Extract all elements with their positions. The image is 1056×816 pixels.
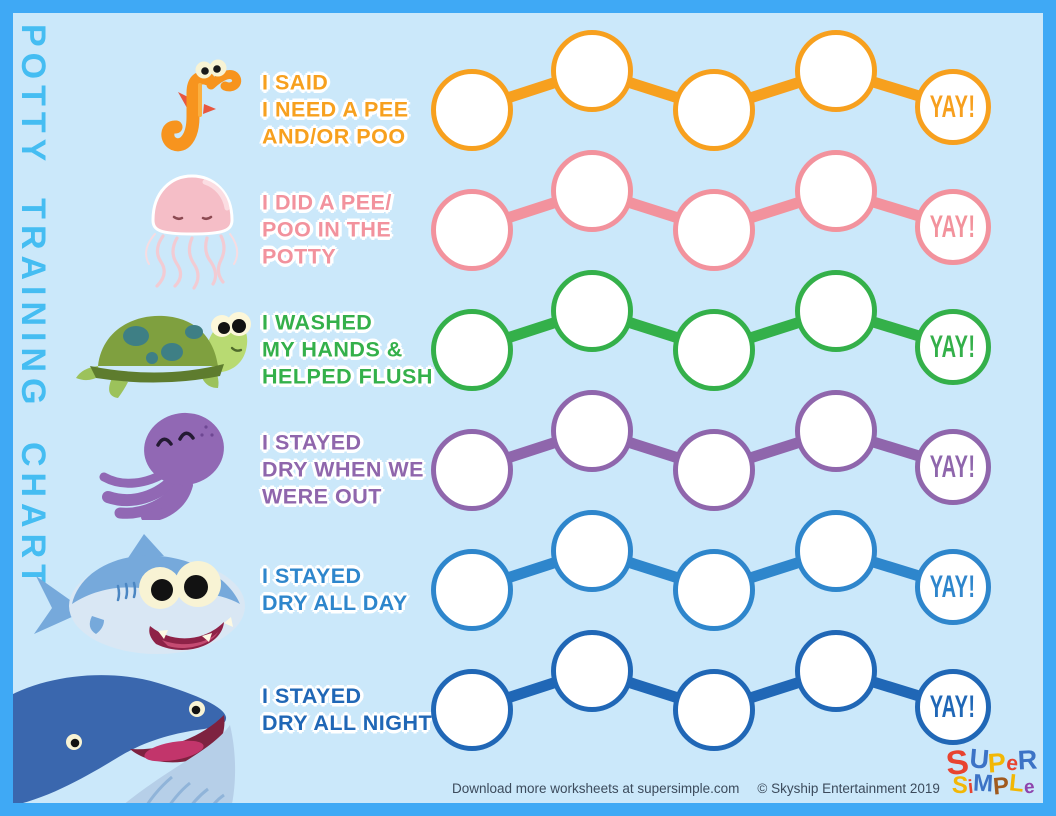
logo-letter: e xyxy=(1023,776,1036,799)
turtle-illustration xyxy=(72,300,252,405)
sticker-circle xyxy=(795,390,877,472)
task-line: I STAYED xyxy=(262,564,362,588)
footer: Download more worksheets at supersimple.… xyxy=(452,781,940,796)
sticker-chain: YAY! xyxy=(420,510,1040,640)
sticker-circle xyxy=(795,270,877,352)
sticker-circle xyxy=(795,510,877,592)
sticker-circle xyxy=(551,270,633,352)
task-line: I WASHED xyxy=(262,310,373,335)
task-label: I STAYED DRY WHEN WE WERE OUT xyxy=(262,430,424,511)
task-line: WERE OUT xyxy=(262,484,382,509)
sticker-circle xyxy=(431,669,513,751)
task-label: I WASHED MY HANDS & HELPED FLUSH xyxy=(262,310,433,391)
sticker-circle xyxy=(795,630,877,712)
task-line: POTTY xyxy=(262,244,337,269)
footer-copyright-text: © Skyship Entertainment 2019 xyxy=(757,781,940,796)
yay-label: YAY! xyxy=(930,568,976,604)
shark-illustration xyxy=(32,532,252,658)
sticker-circle xyxy=(431,549,513,631)
yay-label: YAY! xyxy=(930,688,976,724)
task-label: I SAID I NEED A PEE AND/OR POO xyxy=(262,70,409,151)
yay-circle: YAY! xyxy=(915,189,991,265)
super-simple-logo: SUPeR SiMPLe xyxy=(944,743,1056,801)
whale-illustration xyxy=(0,645,253,816)
sticker-circle xyxy=(551,30,633,112)
footer-download-text: Download more worksheets at supersimple.… xyxy=(452,781,740,796)
sticker-circle xyxy=(551,150,633,232)
sticker-circle xyxy=(431,189,513,271)
yay-circle: YAY! xyxy=(915,429,991,505)
task-line: DRY ALL NIGHT xyxy=(262,711,433,735)
logo-word-simple: SiMPLe xyxy=(951,769,1036,800)
sticker-chain: YAY! xyxy=(420,390,1040,520)
sticker-circle xyxy=(673,189,755,271)
sticker-circle xyxy=(431,429,513,511)
task-line: I STAYED xyxy=(262,430,362,455)
task-line: DRY WHEN WE xyxy=(262,457,424,482)
task-label: I STAYED DRY ALL NIGHT xyxy=(262,683,432,737)
task-line: I STAYED xyxy=(262,684,362,708)
task-line: DRY ALL DAY xyxy=(262,591,408,615)
yay-label: YAY! xyxy=(930,88,976,124)
logo-letter: M xyxy=(972,769,995,798)
yay-label: YAY! xyxy=(930,208,976,244)
octopus-illustration xyxy=(98,405,238,520)
sticker-circle xyxy=(673,309,755,391)
sticker-chain: YAY! xyxy=(420,630,1040,760)
sticker-circle xyxy=(431,69,513,151)
task-line: POO IN THE xyxy=(262,217,392,242)
task-label: I DID A PEE/ POO IN THE POTTY xyxy=(262,190,392,271)
yay-circle: YAY! xyxy=(915,549,991,625)
sticker-circle xyxy=(673,69,755,151)
sticker-chain: YAY! xyxy=(420,270,1040,400)
yay-circle: YAY! xyxy=(915,669,991,745)
seahorse-illustration xyxy=(148,55,248,160)
task-label: I STAYED DRY ALL DAY xyxy=(262,563,408,617)
sticker-circle xyxy=(551,630,633,712)
yay-circle: YAY! xyxy=(915,309,991,385)
sticker-circle xyxy=(673,429,755,511)
sticker-circle xyxy=(551,510,633,592)
sticker-chain: YAY! xyxy=(420,150,1040,280)
task-line: HELPED FLUSH xyxy=(262,364,433,389)
task-line: I NEED A PEE xyxy=(262,97,409,122)
task-line: I DID A PEE/ xyxy=(262,190,392,215)
yay-circle: YAY! xyxy=(915,69,991,145)
sticker-circle xyxy=(673,669,755,751)
yay-label: YAY! xyxy=(930,448,976,484)
jellyfish-illustration xyxy=(145,170,240,295)
sticker-circle xyxy=(673,549,755,631)
sticker-circle xyxy=(795,150,877,232)
page-title: POTTY TRAINING CHART xyxy=(14,24,52,591)
task-line: MY HANDS & xyxy=(262,337,403,362)
task-line: AND/OR POO xyxy=(262,124,406,149)
yay-label: YAY! xyxy=(930,328,976,364)
sticker-circle xyxy=(431,309,513,391)
sticker-chain: YAY! xyxy=(420,30,1040,160)
task-line: I SAID xyxy=(262,70,329,95)
sticker-circle xyxy=(795,30,877,112)
sticker-circle xyxy=(551,390,633,472)
